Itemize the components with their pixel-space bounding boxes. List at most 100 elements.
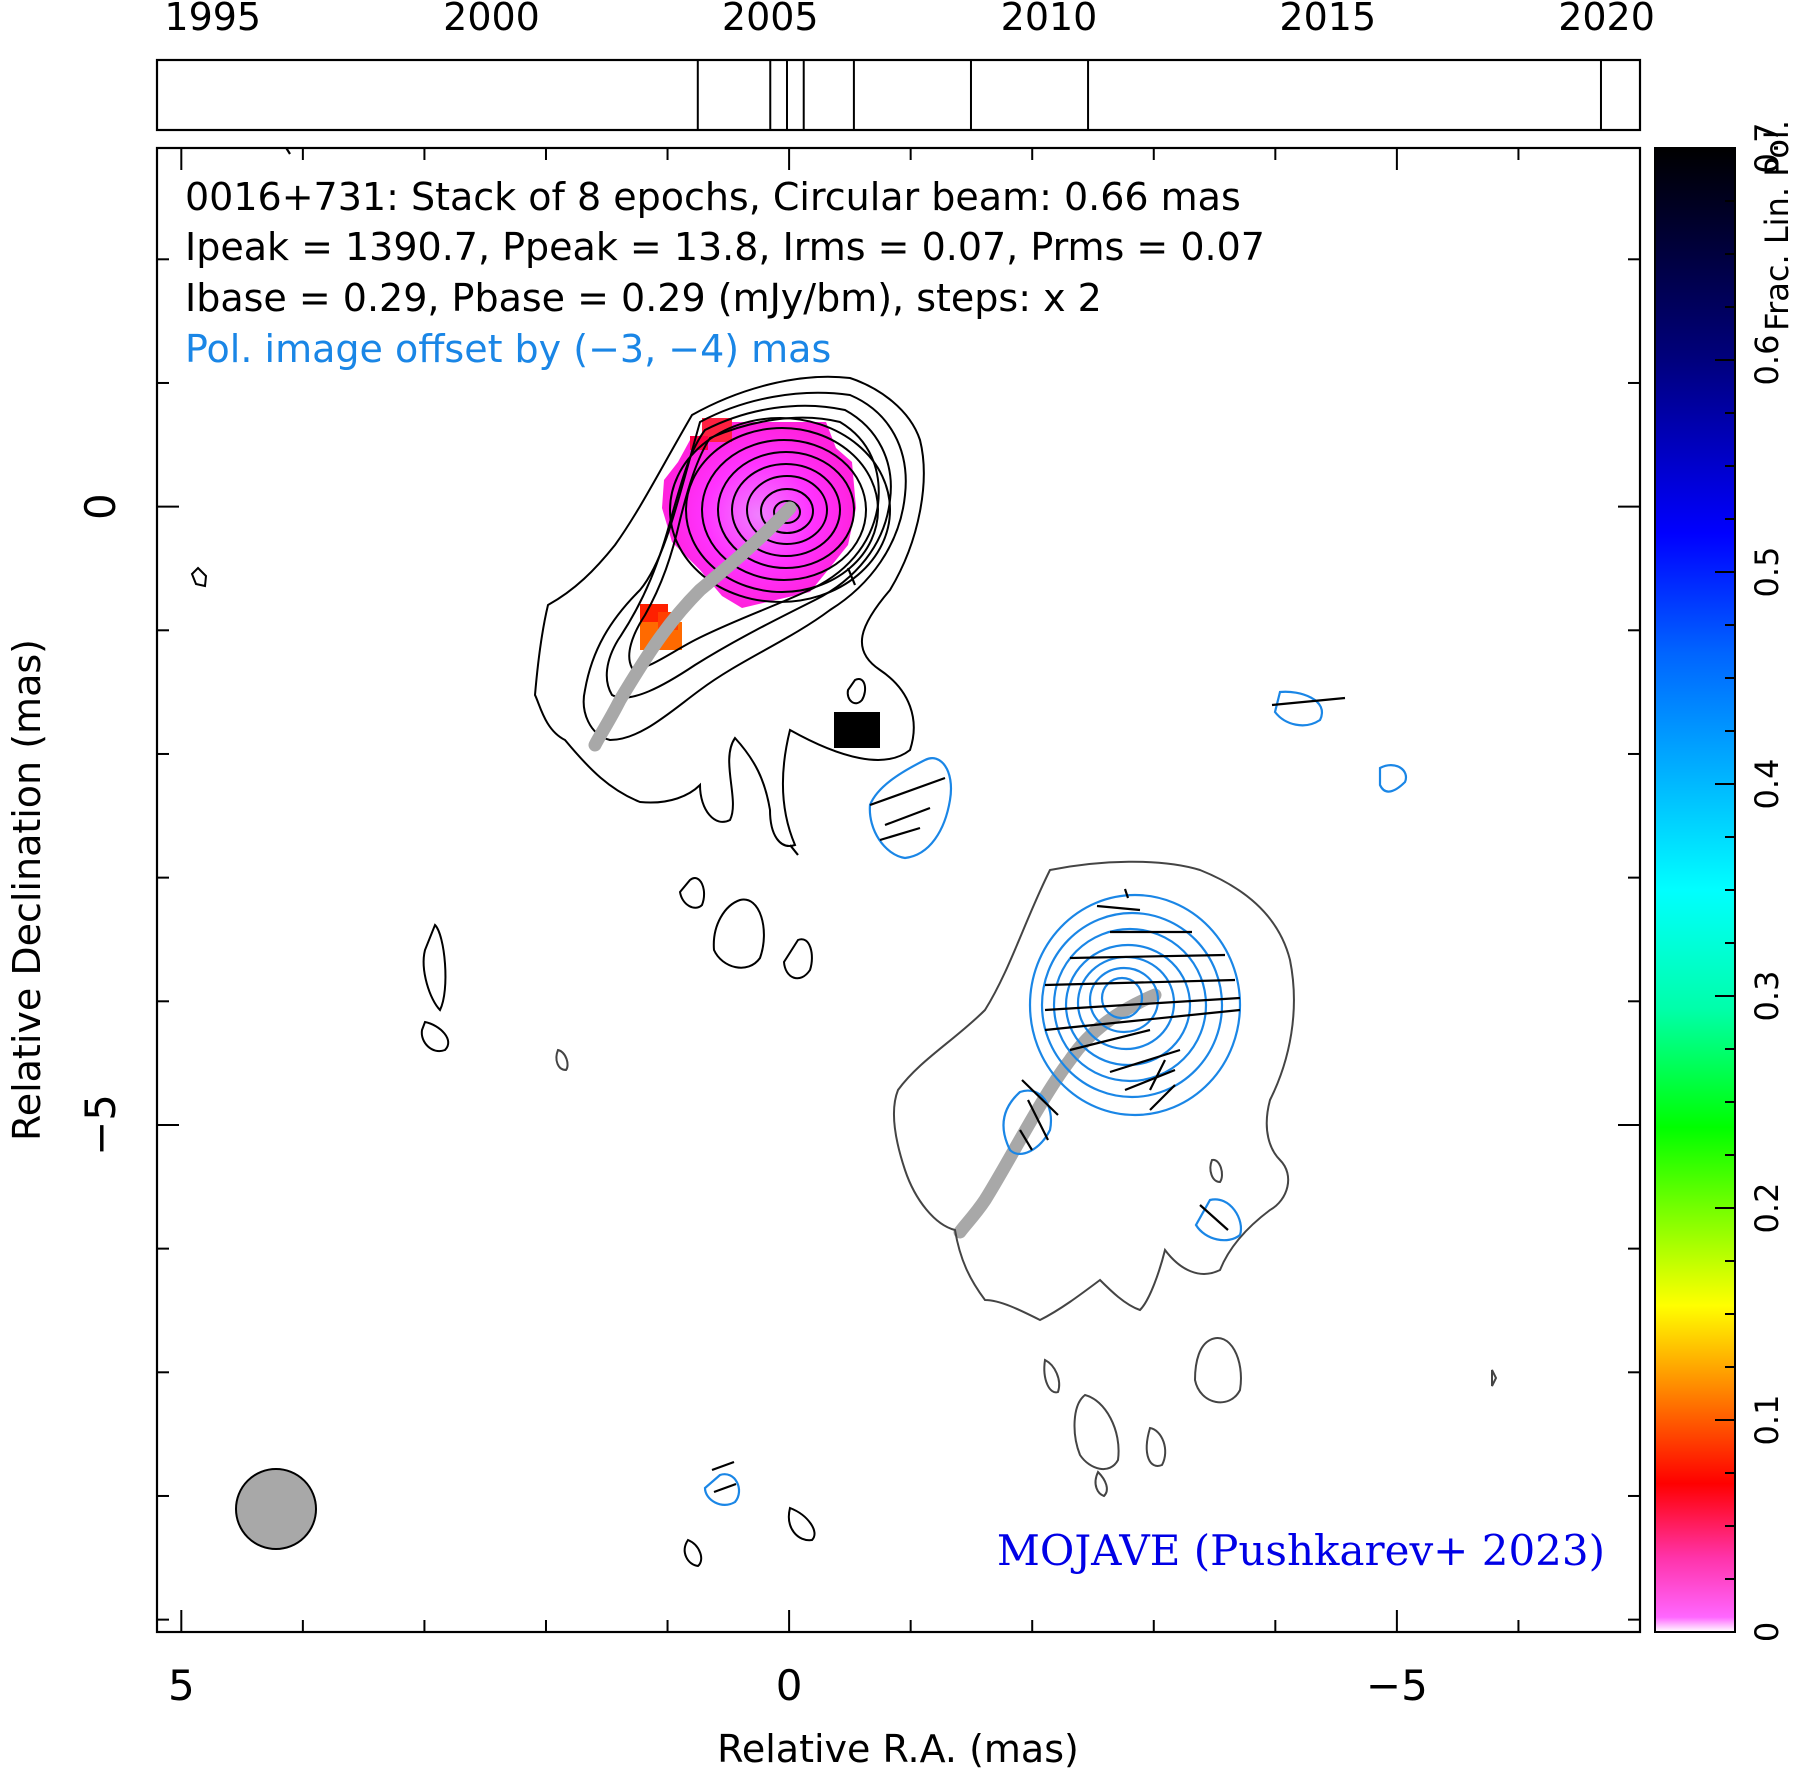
colorbar: 0 0.1 0.2 0.3 0.4 0.5 0.6 0.7 Frac. Lin. Pol. — [1654, 120, 1796, 1642]
offset-stokes-i-outer — [893, 860, 1295, 1322]
plot-area: 5 0 −5 0 −5 Relative R.A. (mas) Relative De… — [5, 146, 1642, 1771]
offset-stokes-i-island — [1193, 1337, 1242, 1404]
y-tick-label: −5 — [76, 1094, 125, 1156]
frac-pol-color-map — [640, 418, 880, 748]
info-line-3: Ibase = 0.29, Pbase = 0.29 (mJy/bm), ste… — [185, 276, 1102, 320]
evpa-tick — [713, 1482, 737, 1494]
evpa-tick — [1044, 1008, 1241, 1032]
stokes-i-contour-7 — [701, 439, 867, 581]
p-contour-6 — [1088, 966, 1160, 1034]
restoring-beam — [235, 1468, 317, 1550]
colorbar-tick-label: 0 — [1748, 1622, 1786, 1642]
stokes-i-island — [846, 678, 867, 705]
evpa-tick — [789, 844, 799, 856]
evpa-tick — [1149, 1084, 1176, 1111]
p-contour-island — [703, 1473, 741, 1506]
stokes-i-island — [782, 938, 813, 980]
p-contour-island — [868, 757, 953, 860]
stokes-i-island — [712, 898, 765, 969]
evpa-tick — [1069, 1028, 1151, 1052]
evpa-tick — [1044, 996, 1241, 1012]
offset-stokes-i-island — [1043, 1358, 1061, 1394]
x-tick-labels: 5 0 −5 — [168, 1661, 1428, 1710]
offset-stokes-i-island — [1491, 1369, 1498, 1387]
x-tick-label: −5 — [1366, 1661, 1428, 1710]
colorbar-ticks: 0 0.1 0.2 0.3 0.4 0.5 0.6 0.7 — [1715, 123, 1786, 1642]
y-axis-label: Relative Declination (mas) — [5, 639, 49, 1141]
stokes-i-contour-2 — [582, 391, 907, 742]
info-line-1: 0016+731: Stack of 8 epochs, Circular be… — [185, 175, 1241, 219]
offset-stokes-i-island — [1145, 1426, 1167, 1467]
mojave-credit: MOJAVE (Pushkarev+ 2023) — [997, 1526, 1605, 1575]
colorbar-tick-label: 0.3 — [1748, 971, 1786, 1022]
y-tick-labels: 0 −5 — [76, 493, 125, 1156]
frac-pol-pixels-high — [834, 712, 880, 748]
p-contour-3 — [1052, 927, 1208, 1083]
stokes-i-contour-10 — [746, 475, 828, 545]
epoch-tick-labels: 1995 2000 2005 2010 2015 2020 — [164, 0, 1655, 39]
x-tick-label: 5 — [168, 1661, 195, 1710]
stokes-i-island — [787, 1506, 816, 1542]
offset-stokes-i-island — [555, 1048, 569, 1072]
evpa-tick — [884, 806, 931, 827]
epoch-tick-label: 2000 — [443, 0, 540, 39]
stokes-i-contour-12 — [773, 500, 801, 524]
offset-stokes-i-island — [1209, 1158, 1223, 1184]
stokes-i-island — [190, 566, 208, 588]
evpa-tick — [1019, 1129, 1033, 1151]
p-contour-island — [1273, 690, 1324, 727]
epoch-tick-label: 2005 — [722, 0, 819, 39]
p-contour-island — [1194, 1198, 1243, 1242]
epoch-tick-label: 2015 — [1279, 0, 1376, 39]
info-line-2: Ipeak = 1390.7, Ppeak = 13.8, Irms = 0.0… — [185, 225, 1265, 269]
offset-stokes-i-contours — [555, 860, 1498, 1498]
x-tick-label: 0 — [776, 1661, 803, 1710]
evpa-tick — [869, 776, 946, 807]
colorbar-tick-label: 0.7 — [1748, 123, 1786, 174]
p-contour-1 — [1028, 893, 1242, 1117]
stokes-i-contour-8 — [717, 451, 855, 569]
p-contour-2 — [1040, 911, 1224, 1099]
epoch-timeline: 1995 2000 2005 2010 2015 2020 — [155, 0, 1655, 132]
evpa-tick — [1044, 978, 1236, 987]
offset-stokes-i-island — [1073, 1393, 1120, 1470]
colorbar-tick-label: 0.2 — [1748, 1183, 1786, 1234]
y-tick-label: 0 — [76, 493, 125, 520]
evpa-tick — [711, 1460, 735, 1472]
stokes-i-contour-6 — [685, 427, 879, 593]
evpa-vectors — [284, 148, 1346, 1494]
evpa-tick — [1124, 1068, 1176, 1092]
colorbar-tick-label: 0.1 — [1748, 1395, 1786, 1446]
p-contour-4 — [1064, 943, 1192, 1067]
evpa-tick — [1199, 1204, 1229, 1231]
jet-ridge-line-polarized — [953, 988, 1162, 1239]
stokes-i-contour-9 — [731, 463, 841, 557]
p-contour-island — [1378, 764, 1408, 793]
epoch-tick-label: 2020 — [1558, 0, 1655, 39]
evpa-tick — [1271, 696, 1346, 707]
evpa-tick — [1069, 953, 1226, 960]
colorbar-tick-label: 0.4 — [1748, 759, 1786, 810]
evpa-tick — [879, 826, 921, 842]
evpa-tick — [284, 148, 291, 155]
x-axis-label: Relative R.A. (mas) — [717, 1727, 1079, 1771]
plot-frame — [155, 146, 1642, 1634]
evpa-tick — [1021, 1079, 1059, 1116]
colorbar-tick-label: 0.6 — [1748, 335, 1786, 386]
total-intensity-contours — [190, 375, 925, 1568]
evpa-tick — [1109, 1048, 1181, 1074]
stokes-i-island — [422, 923, 447, 1012]
evpa-tick — [1123, 888, 1130, 899]
stokes-i-contour-3 — [605, 404, 892, 699]
stokes-i-contour-11 — [760, 488, 814, 534]
epoch-tick-label: 2010 — [1001, 0, 1098, 39]
evpa-tick — [1027, 1099, 1049, 1141]
epoch-frame — [155, 58, 1642, 132]
evpa-tick — [1149, 1059, 1166, 1091]
p-contour-island — [1002, 1089, 1053, 1156]
jet-ridge-line-stokes-i — [588, 501, 797, 752]
offset-stokes-i-island — [1094, 1470, 1108, 1498]
stokes-i-island — [683, 1538, 703, 1568]
stokes-i-island — [420, 1020, 450, 1053]
